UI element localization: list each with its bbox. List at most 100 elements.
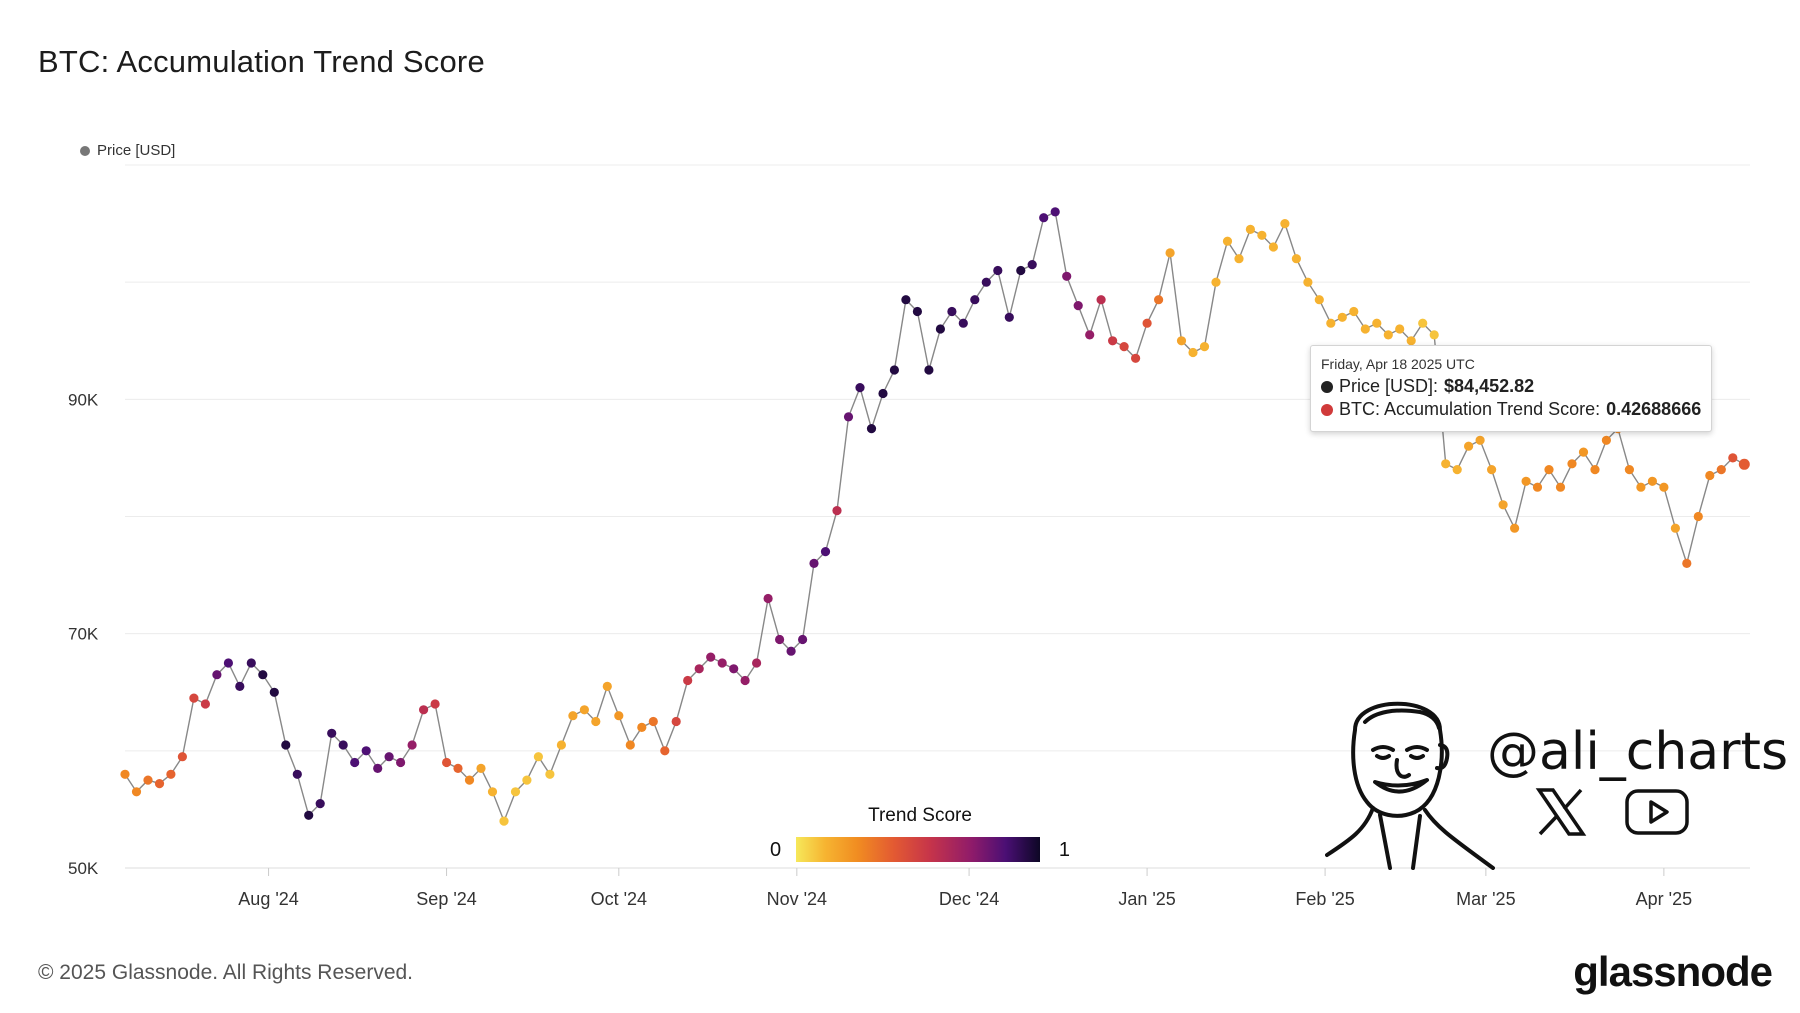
- price-point[interactable]: [1647, 476, 1657, 486]
- glassnode-logo[interactable]: glassnode: [1573, 948, 1773, 995]
- price-point[interactable]: [775, 634, 785, 645]
- price-point[interactable]: [1464, 441, 1474, 451]
- price-point[interactable]: [901, 295, 911, 305]
- price-point[interactable]: [1142, 318, 1152, 328]
- price-point[interactable]: [1314, 295, 1324, 305]
- price-point[interactable]: [1395, 324, 1405, 334]
- price-point[interactable]: [947, 306, 957, 317]
- price-point[interactable]: [798, 634, 808, 645]
- price-point[interactable]: [1452, 465, 1462, 475]
- price-point[interactable]: [1131, 353, 1141, 363]
- price-point[interactable]: [430, 699, 440, 709]
- price-point[interactable]: [510, 787, 521, 797]
- price-point[interactable]: [1567, 459, 1577, 469]
- price-point[interactable]: [579, 705, 590, 715]
- price-point[interactable]: [235, 681, 245, 692]
- price-point[interactable]: [1418, 318, 1428, 328]
- price-point[interactable]: [1268, 242, 1278, 252]
- price-point[interactable]: [1349, 306, 1359, 317]
- price-point[interactable]: [1326, 318, 1336, 328]
- price-point[interactable]: [1682, 558, 1692, 569]
- price-point[interactable]: [223, 658, 233, 668]
- price-point[interactable]: [1521, 476, 1531, 486]
- price-point[interactable]: [981, 277, 991, 287]
- price-point[interactable]: [1165, 248, 1175, 258]
- price-point[interactable]: [1693, 511, 1703, 522]
- price-point[interactable]: [602, 681, 612, 692]
- price-point[interactable]: [993, 265, 1003, 276]
- price-point[interactable]: [1222, 236, 1233, 246]
- price-point[interactable]: [1716, 465, 1726, 475]
- price-point[interactable]: [1188, 347, 1198, 358]
- price-point[interactable]: [729, 664, 739, 674]
- price-point[interactable]: [1590, 465, 1600, 475]
- price-point[interactable]: [407, 740, 417, 750]
- price-point[interactable]: [1510, 523, 1520, 533]
- price-point[interactable]: [1532, 482, 1543, 492]
- price-point[interactable]: [1303, 277, 1313, 287]
- price-point[interactable]: [1728, 453, 1738, 463]
- price-point[interactable]: [1670, 523, 1680, 533]
- price-point[interactable]: [1705, 470, 1715, 481]
- price-point[interactable]: [1544, 465, 1554, 475]
- price-point[interactable]: [177, 752, 187, 762]
- price-point[interactable]: [1555, 482, 1566, 492]
- price-point[interactable]: [1601, 435, 1611, 445]
- price-point[interactable]: [671, 716, 681, 727]
- price-point[interactable]: [533, 752, 544, 762]
- chart-legend[interactable]: Price [USD]: [80, 142, 175, 159]
- price-point[interactable]: [1004, 312, 1014, 322]
- price-point[interactable]: [120, 769, 130, 779]
- price-point[interactable]: [246, 658, 256, 668]
- price-point[interactable]: [625, 740, 635, 750]
- price-point[interactable]: [269, 687, 279, 697]
- price-point[interactable]: [1360, 324, 1370, 334]
- price-point[interactable]: [487, 787, 498, 797]
- price-point[interactable]: [292, 769, 302, 779]
- price-point[interactable]: [970, 295, 980, 305]
- price-point[interactable]: [683, 675, 693, 686]
- price-point[interactable]: [373, 763, 383, 774]
- price-point[interactable]: [1027, 260, 1037, 270]
- price-point[interactable]: [189, 693, 199, 703]
- price-point[interactable]: [143, 775, 153, 785]
- price-point[interactable]: [212, 670, 222, 680]
- price-point[interactable]: [522, 775, 532, 785]
- price-point[interactable]: [1429, 330, 1439, 340]
- price-point[interactable]: [637, 722, 647, 733]
- price-point[interactable]: [419, 705, 429, 715]
- price-point[interactable]: [924, 365, 934, 375]
- price-point[interactable]: [1383, 330, 1393, 340]
- price-point[interactable]: [1291, 254, 1301, 264]
- price-point[interactable]: [660, 746, 670, 756]
- price-point[interactable]: [752, 658, 762, 668]
- price-point[interactable]: [350, 757, 360, 768]
- price-point[interactable]: [1406, 336, 1416, 346]
- price-point[interactable]: [464, 775, 475, 785]
- price-point[interactable]: [327, 728, 337, 738]
- price-point[interactable]: [361, 746, 371, 756]
- price-point[interactable]: [1119, 342, 1129, 352]
- price-point[interactable]: [855, 383, 865, 393]
- price-point[interactable]: [832, 506, 842, 516]
- price-point[interactable]: [717, 658, 727, 668]
- price-point[interactable]: [1372, 318, 1382, 328]
- price-point[interactable]: [694, 664, 704, 674]
- price-point[interactable]: [889, 365, 900, 375]
- price-point[interactable]: [545, 769, 555, 779]
- price-point[interactable]: [1487, 465, 1497, 475]
- price-point[interactable]: [556, 740, 567, 750]
- price-point[interactable]: [1176, 336, 1187, 346]
- price-point[interactable]: [763, 593, 773, 604]
- price-point[interactable]: [1108, 336, 1118, 346]
- price-point[interactable]: [820, 547, 831, 557]
- price-point[interactable]: [1257, 230, 1267, 240]
- price-point[interactable]: [1475, 435, 1485, 445]
- price-point[interactable]: [1636, 482, 1646, 492]
- price-point[interactable]: [912, 306, 923, 317]
- price-point[interactable]: [154, 779, 165, 789]
- price-point[interactable]: [568, 711, 578, 721]
- price-point[interactable]: [476, 763, 486, 774]
- price-point[interactable]: [1085, 330, 1095, 340]
